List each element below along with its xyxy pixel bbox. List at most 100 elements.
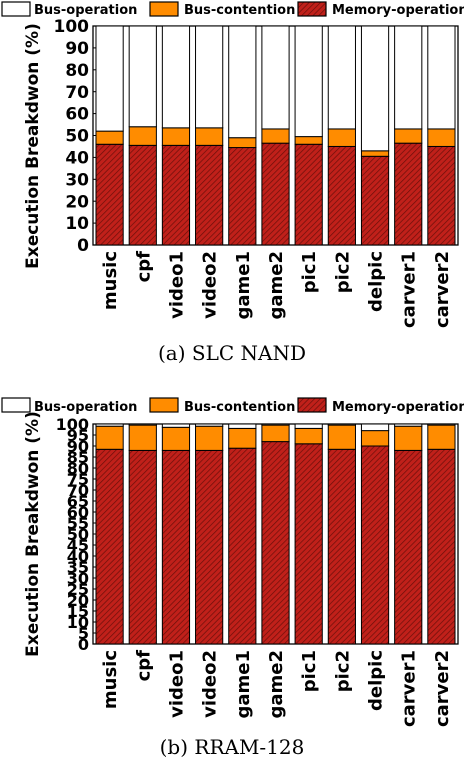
- bar-bus-contention-carver2: [427, 128, 456, 147]
- legend-swatch-memory-operation: [297, 397, 327, 413]
- x-tick-label: music: [100, 650, 121, 709]
- bar-memory-operation-carver1: [394, 449, 423, 645]
- bar-bus-contention-carver1: [394, 425, 423, 451]
- bar-bus-contention-pic2: [327, 424, 356, 450]
- legend-label-bus-contention: Bus-contention: [184, 400, 295, 415]
- bar-bus-contention-video2: [195, 127, 224, 146]
- bar-bus-contention-game2: [261, 128, 290, 144]
- bar-bus-operation-carver2: [427, 423, 456, 426]
- bar-memory-operation-pic1: [294, 443, 323, 645]
- bar-bus-operation-game2: [261, 25, 290, 130]
- bar-bus-operation-game1: [228, 25, 257, 139]
- x-tick-label: delpic: [366, 251, 387, 312]
- x-tick-label: game2: [266, 650, 287, 719]
- y-tick-label: 10: [65, 214, 89, 234]
- bar-bus-contention-music: [95, 130, 124, 145]
- bar-bus-operation-music: [95, 423, 124, 427]
- x-tick-label: game2: [266, 251, 287, 320]
- y-axis-label: Execution Breakdwon (%): [23, 411, 43, 657]
- bar-memory-operation-carver2: [427, 448, 456, 645]
- y-tick-label: 50: [65, 127, 89, 147]
- bar-memory-operation-music: [95, 143, 124, 246]
- y-tick-label: 40: [67, 547, 89, 566]
- legend-swatch-memory-operation: [297, 1, 327, 17]
- x-tick-label: pic1: [299, 251, 320, 293]
- y-tick-label: 0: [77, 236, 89, 256]
- x-tick-label: delpic: [366, 650, 387, 711]
- bar-bus-contention-delpic: [360, 430, 390, 447]
- y-tick-label: 10: [67, 613, 89, 632]
- x-tick-label: video2: [200, 650, 221, 718]
- y-tick-label: 60: [65, 105, 89, 125]
- y-tick-label: 5: [78, 624, 89, 643]
- y-tick-label: 70: [67, 481, 89, 500]
- bar-memory-operation-music: [95, 448, 124, 645]
- legend-swatch-bus-operation: [1, 1, 31, 17]
- y-tick-label: 35: [67, 558, 89, 577]
- bar-bus-operation-pic1: [294, 25, 323, 138]
- y-tick-label: 95: [67, 426, 89, 445]
- chart-slc-nand: Bus-operation Bus-contention Memory-oper…: [1, 1, 464, 365]
- bar-memory-operation-cpf: [128, 449, 157, 645]
- bar-memory-operation-pic1: [294, 143, 323, 246]
- y-tick-label: 30: [67, 569, 89, 588]
- y-tick-label: 90: [65, 39, 89, 59]
- y-tick-label: 40: [65, 149, 89, 169]
- y-tick-label: 80: [67, 459, 89, 478]
- legend-swatch-bus-operation: [1, 397, 31, 413]
- y-tick-label: 30: [65, 170, 89, 190]
- bar-bus-contention-carver1: [394, 128, 423, 144]
- bar-bus-operation-pic2: [327, 423, 356, 426]
- y-tick-label: 100: [54, 17, 90, 37]
- y-tick-label: 20: [65, 192, 89, 212]
- x-tick-label: cpf: [133, 251, 154, 283]
- x-tick-label: game1: [233, 650, 254, 719]
- legend-label-bus-operation: Bus-operation: [34, 3, 137, 18]
- bar-memory-operation-video2: [195, 144, 224, 246]
- y-tick-label: 90: [67, 437, 89, 456]
- bar-bus-contention-game2: [261, 424, 290, 443]
- bar-bus-contention-video2: [195, 425, 224, 451]
- chart-caption: (b) RRAM-128: [160, 735, 305, 759]
- y-tick-label: 65: [67, 492, 89, 511]
- x-tick-label: pic2: [332, 251, 353, 293]
- y-tick-label: 75: [67, 470, 89, 489]
- y-tick-label: 55: [67, 514, 89, 533]
- bar-bus-contention-pic1: [294, 136, 323, 145]
- legend: Bus-operation Bus-contention Memory-oper…: [1, 1, 464, 18]
- bar-bus-operation-cpf: [128, 423, 157, 426]
- bar-memory-operation-game1: [228, 147, 257, 246]
- bar-bus-operation-pic2: [327, 25, 356, 130]
- bar-memory-operation-game2: [261, 142, 290, 246]
- y-tick-label: 15: [67, 602, 89, 621]
- bar-bus-operation-video1: [161, 25, 191, 129]
- legend-label-memory-operation: Memory-operation: [332, 3, 464, 18]
- bar-memory-operation-video1: [161, 449, 191, 645]
- bar-bus-operation-game1: [228, 423, 257, 429]
- bar-bus-operation-delpic: [360, 25, 390, 152]
- bar-bus-operation-delpic: [360, 423, 390, 432]
- bar-bus-contention-video1: [161, 127, 191, 146]
- bar-memory-operation-pic2: [327, 448, 356, 645]
- bar-bus-operation-video1: [161, 423, 191, 428]
- y-tick-label: 50: [67, 525, 89, 544]
- chart-caption: (a) SLC NAND: [158, 341, 306, 365]
- y-tick-label: 60: [67, 503, 89, 522]
- bar-bus-operation-pic1: [294, 423, 323, 429]
- bar-memory-operation-pic2: [327, 145, 356, 246]
- bar-memory-operation-delpic: [360, 445, 390, 645]
- x-tick-label: video2: [200, 251, 221, 319]
- y-tick-label: 20: [67, 591, 89, 610]
- x-tick-label: game1: [233, 251, 254, 320]
- chart-rram-128: Bus-operation Bus-contention Memory-oper…: [1, 397, 464, 759]
- y-axis-label: Execution Breakdwon (%): [23, 23, 43, 269]
- x-tick-label: carver2: [432, 251, 453, 328]
- bar-bus-operation-carver2: [427, 25, 456, 130]
- bar-bus-operation-carver1: [394, 25, 423, 130]
- bar-bus-operation-carver1: [394, 423, 423, 427]
- bar-bus-contention-cpf: [128, 424, 157, 451]
- bar-memory-operation-game2: [261, 441, 290, 645]
- bar-memory-operation-cpf: [128, 144, 157, 246]
- x-tick-label: video1: [166, 251, 187, 319]
